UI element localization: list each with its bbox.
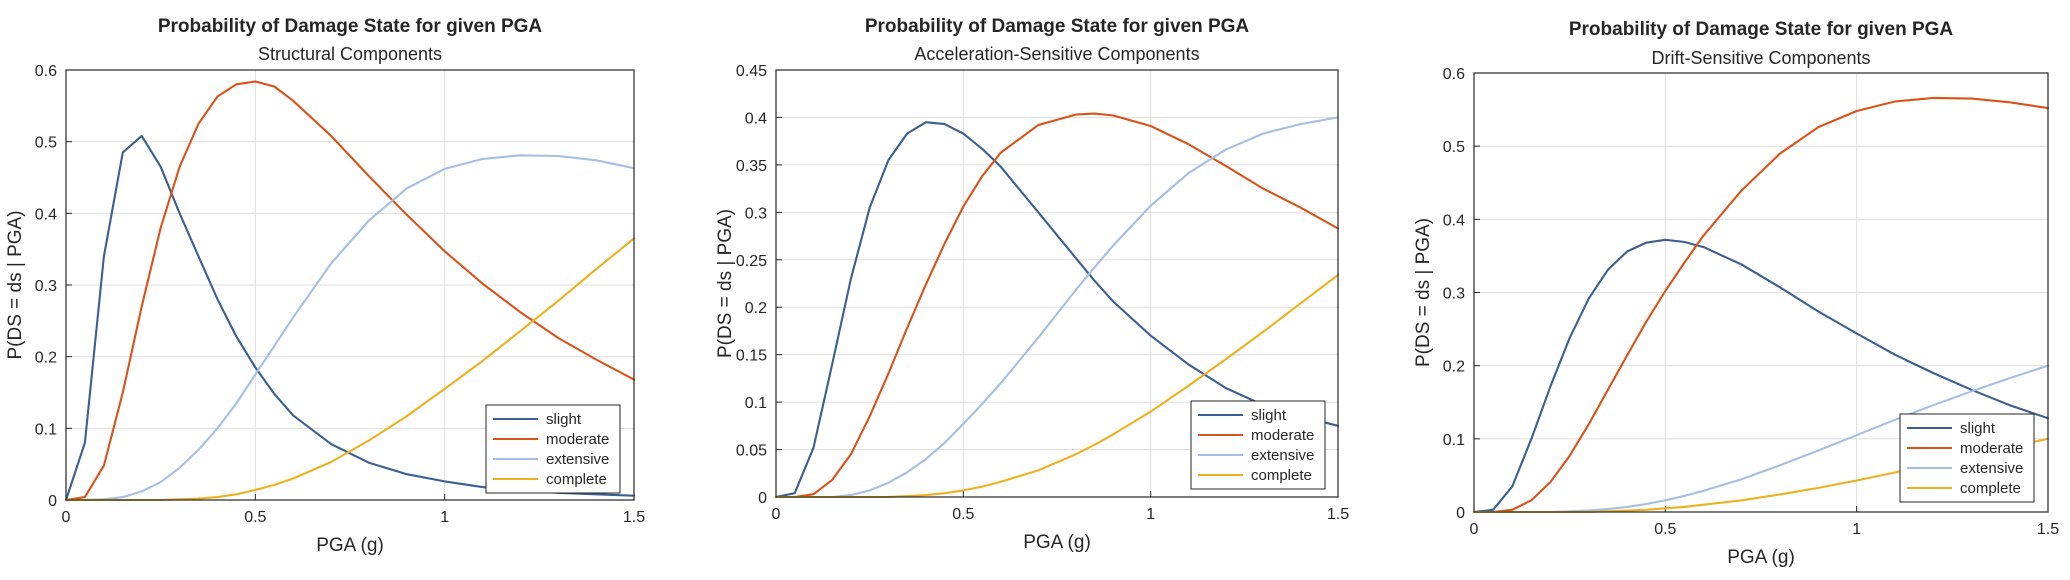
legend: slight moderate extensive complete — [1190, 400, 1326, 490]
axes-box — [1473, 72, 2049, 513]
y-axis-label: P(DS = ds | PGA) — [715, 209, 736, 358]
x-tick-label: 1 — [1146, 506, 1155, 523]
y-tick-label: 0.3 — [1443, 286, 1465, 303]
x-tick-label: 1.5 — [1327, 506, 1349, 523]
y-tick-label: 0.15 — [736, 348, 767, 365]
legend-label-slight: slight — [1251, 407, 1287, 424]
legend: slight moderate extensive complete — [1899, 413, 2035, 503]
series-line-moderate — [64, 80, 636, 502]
series-line-extensive — [774, 116, 1340, 499]
y-tick-label: 0.2 — [35, 350, 57, 367]
y-tick-label: 0.35 — [736, 158, 767, 175]
x-axis-label: PGA (g) — [316, 535, 384, 556]
axes-box — [775, 69, 1339, 498]
y-tick-label: 0 — [48, 493, 57, 510]
chart-panel-1: 0 0.5 1 1.5 0 0.1 0.2 0.3 0.4 0.5 0.6 Probability o… — [5, 16, 645, 556]
legend-label-complete: complete — [1251, 467, 1312, 484]
y-tick-label: 0.5 — [35, 135, 57, 152]
x-axis-label: PGA (g) — [1727, 547, 1795, 568]
x-tick-label: 0.5 — [244, 509, 266, 526]
y-tick-label: 0.2 — [745, 300, 767, 317]
y-tick-label: 0.4 — [35, 206, 57, 223]
legend-label-slight: slight — [546, 411, 582, 428]
chart-panel-2: 0 0.5 1 1.5 0 0.05 0.1 0.15 0.2 0.25 0.3 0.35 0.4 0.4… — [715, 16, 1349, 553]
y-tick-label: 0.1 — [1443, 432, 1465, 449]
x-tick-label: 0.5 — [1654, 521, 1676, 538]
series-line-slight — [774, 121, 1340, 499]
legend: slight moderate extensive complete — [485, 404, 621, 494]
y-axis-label: P(DS = ds | PGA) — [5, 210, 26, 359]
y-axis-label: P(DS = ds | PGA) — [1413, 218, 1434, 367]
legend-label-complete: complete — [1960, 480, 2021, 497]
legend-label-extensive: extensive — [546, 451, 609, 468]
series-line-moderate — [1472, 96, 2050, 514]
legend-label-slight: slight — [1960, 420, 1996, 437]
x-tick-label: 1 — [440, 509, 449, 526]
y-tick-label: 0.1 — [745, 395, 767, 412]
y-tick-label: 0.6 — [1443, 66, 1465, 83]
x-tick-label: 0 — [1470, 521, 1479, 538]
chart-subtitle: Structural Components — [258, 44, 442, 64]
y-tick-label: 0.4 — [745, 110, 767, 127]
legend-label-moderate: moderate — [1960, 440, 2023, 457]
chart-subtitle: Acceleration-Sensitive Components — [914, 44, 1199, 64]
x-tick-label: 0.5 — [952, 506, 974, 523]
y-tick-label: 0.1 — [35, 421, 57, 438]
x-tick-label: 1 — [1852, 521, 1861, 538]
y-tick-label: 0.3 — [35, 278, 57, 295]
x-tick-label: 1.5 — [2037, 521, 2059, 538]
y-tick-label: 0.6 — [35, 63, 57, 80]
y-tick-label: 0.5 — [1443, 139, 1465, 156]
legend-label-complete: complete — [546, 471, 607, 488]
legend-label-moderate: moderate — [546, 431, 609, 448]
y-tick-label: 0.4 — [1443, 212, 1465, 229]
axes-box — [65, 69, 635, 501]
y-tick-label: 0.2 — [1443, 359, 1465, 376]
chart-title: Probability of Damage State for given PG… — [1569, 19, 1954, 40]
chart-panel-3: 0 0.5 1 1.5 0 0.1 0.2 0.3 0.4 0.5 0.6 Probability o… — [1413, 19, 2059, 568]
y-tick-label: 0.45 — [736, 63, 767, 80]
y-tick-label: 0.3 — [745, 205, 767, 222]
legend-label-extensive: extensive — [1251, 447, 1314, 464]
y-tick-label: 0.25 — [736, 253, 767, 270]
legend-label-extensive: extensive — [1960, 460, 2023, 477]
x-tick-label: 0 — [62, 509, 71, 526]
x-axis-label: PGA (g) — [1023, 532, 1091, 553]
series-line-moderate — [774, 112, 1340, 499]
series-line-slight — [1472, 238, 2050, 514]
series-line-extensive — [64, 154, 636, 502]
chart-subtitle: Drift-Sensitive Components — [1651, 48, 1870, 68]
y-tick-label: 0 — [758, 490, 767, 507]
legend-label-moderate: moderate — [1251, 427, 1314, 444]
chart-title: Probability of Damage State for given PG… — [865, 16, 1250, 37]
chart-title: Probability of Damage State for given PG… — [158, 16, 543, 37]
y-tick-label: 0.05 — [736, 443, 767, 460]
x-tick-label: 1.5 — [623, 509, 645, 526]
x-tick-label: 0 — [772, 506, 781, 523]
y-tick-label: 0 — [1456, 505, 1465, 522]
